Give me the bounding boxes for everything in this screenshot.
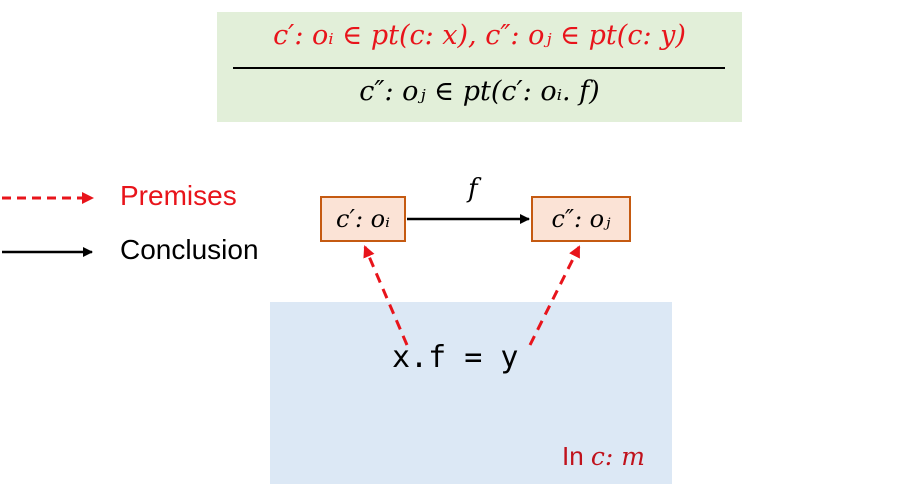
node-c-prime-oi: c′: oᵢ [320,196,406,242]
premise-arrow-x [363,245,409,346]
context-label: In c: m [562,441,645,472]
premise-arrow-y [528,245,581,346]
node-c-double-prime-oj: c″: oⱼ [531,196,631,242]
context-prefix: In [562,441,584,471]
field-store-statement: x.f = y [392,340,519,375]
rule-divider [233,67,725,69]
context-method: c: m [590,442,645,471]
legend-conclusion-label: Conclusion [120,234,259,265]
rule-premise: c′: oᵢ ∈ pt(c: x), c″: oⱼ ∈ pt(c: y) [273,20,686,51]
code-region [270,302,672,484]
legend-premises-label: Premises [120,180,237,211]
edge-label-f: f [468,174,478,204]
rule-conclusion: c″: oⱼ ∈ pt(c′: oᵢ. f) [359,76,600,107]
